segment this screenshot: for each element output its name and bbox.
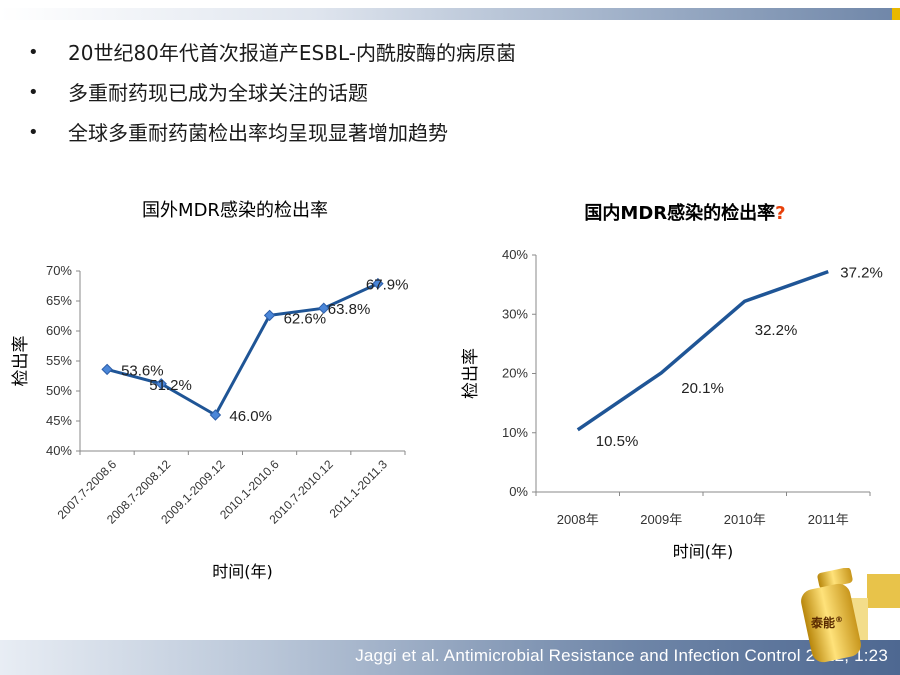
y-tick-label: 70% (46, 263, 72, 278)
data-point (263, 309, 276, 322)
y-tick-label: 40% (502, 247, 528, 262)
x-tick-label: 2011.1-2011.3 (327, 457, 391, 521)
bullet-item: 全球多重耐药菌检出率均呈现显著增加趋势 (28, 118, 516, 158)
y-tick-label: 60% (46, 323, 72, 338)
data-point (101, 363, 113, 376)
data-label: 46.0% (229, 408, 272, 425)
data-point (372, 277, 384, 290)
footer-bar (0, 640, 900, 675)
x-tick-label: 2008年 (557, 512, 599, 527)
y-axis-label: 检出率 (11, 336, 31, 387)
data-point (209, 409, 222, 421)
data-label: 62.6% (284, 310, 327, 327)
data-label: 67.9% (366, 277, 409, 294)
x-tick-label: 2011年 (808, 512, 849, 527)
y-tick-label: 55% (46, 353, 72, 368)
y-tick-label: 40% (46, 443, 72, 458)
chart-title-domestic: 国内MDR感染的检出率 (584, 203, 776, 224)
top-decor-square (892, 8, 900, 20)
data-point (318, 302, 330, 314)
bullet-item: 多重耐药现已成为全球关注的话题 (28, 78, 516, 118)
logo-text: 泰能® (811, 615, 844, 630)
y-tick-label: 50% (46, 383, 72, 398)
y-axis-label: 检出率 (461, 348, 481, 399)
bullet-item: 20世纪80年代首次报道产ESBL-内酰胺酶的病原菌 (28, 38, 516, 78)
y-tick-label: 30% (502, 306, 528, 321)
data-label: 37.2% (840, 265, 883, 282)
data-point (155, 378, 167, 390)
logo-decor-square (867, 574, 900, 608)
y-tick-label: 10% (502, 425, 528, 440)
x-axis-label: 时间(年) (673, 542, 734, 561)
bullet-list: 20世纪80年代首次报道产ESBL-内酰胺酶的病原菌 多重耐药现已成为全球关注的… (28, 38, 516, 158)
data-label: 10.5% (596, 433, 639, 450)
series-line (576, 269, 829, 432)
x-tick-label: 2009年 (640, 512, 682, 527)
top-decor-bar (0, 8, 900, 20)
y-tick-label: 20% (502, 366, 528, 381)
footer-citation: Jaggi et al. Antimicrobial Resistance an… (355, 646, 888, 665)
y-tick-label: 65% (46, 293, 72, 308)
x-tick-label: 2010年 (724, 512, 766, 527)
data-label: 20.1% (681, 380, 724, 397)
chart-title-domestic-wrap: 国内MDR感染的检出率? (470, 199, 900, 225)
y-tick-label: 0% (509, 484, 528, 499)
x-axis-label: 时间(年) (212, 562, 273, 581)
chart-title-foreign: 国外MDR感染的检出率 (142, 200, 328, 221)
data-label: 51.2% (149, 377, 192, 394)
data-label: 32.2% (755, 322, 798, 339)
series-line (106, 282, 379, 417)
question-mark-icon: ? (775, 203, 786, 224)
y-tick-label: 45% (46, 413, 72, 428)
data-label: 63.8% (328, 301, 371, 318)
bottle-logo-icon (801, 568, 861, 663)
data-label: 53.6% (121, 362, 164, 379)
